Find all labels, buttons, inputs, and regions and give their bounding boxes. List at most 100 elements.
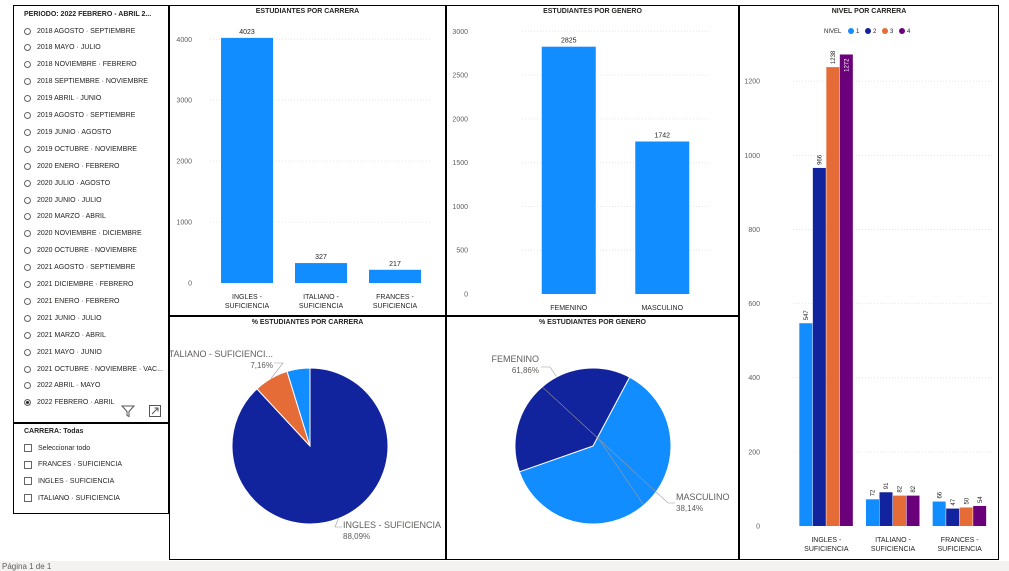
radio-button[interactable]	[24, 213, 31, 221]
radio-button[interactable]	[24, 179, 31, 187]
radio-button[interactable]	[24, 128, 31, 136]
estudiantes-carrera-panel: ESTUDIANTES POR CARRERA 0 1000 2000 3000 400…	[169, 5, 446, 316]
radio-button[interactable]	[24, 348, 31, 356]
checkbox[interactable]	[24, 444, 32, 452]
radio-button[interactable]	[24, 162, 31, 170]
focus-mode-icon[interactable]	[148, 404, 162, 418]
x-tick-label: ITALIANO -	[875, 537, 911, 544]
radio-button[interactable]	[24, 230, 31, 238]
radio-button[interactable]	[24, 95, 31, 103]
data-label: 1742	[654, 133, 670, 140]
checkbox[interactable]	[24, 494, 32, 503]
legend-marker	[882, 28, 888, 34]
periodo-option[interactable]: 2021 OCTUBRE · NOVIEMBRE · VAC...	[24, 362, 163, 376]
periodo-option-label: 2019 JUNIO · AGOSTO	[37, 128, 112, 136]
periodo-option[interactable]: 2020 NOVIEMBRE · DICIEMBRE	[24, 227, 142, 241]
radio-button[interactable]	[24, 112, 31, 119]
periodo-option[interactable]: 2018 SEPTIEMBRE · NOVIEMBRE	[24, 75, 148, 89]
nivel-carrera-chart: NIVEL 1 2 3 4 0 200 400 600 800 1000 1200 547 966 1238…	[744, 28, 993, 553]
chart-title: NIVEL POR CARRERA	[831, 8, 907, 15]
carrera-slicer: CARRERA: Todas Seleccionar todo FRANCES ·…	[13, 423, 169, 514]
periodo-option[interactable]: 2019 AGOSTO · SEPTIEMBRE	[24, 109, 135, 123]
radio-button[interactable]	[24, 44, 31, 52]
legend-marker	[865, 28, 871, 34]
periodo-option[interactable]: 2020 JULIO · AGOSTO	[24, 176, 110, 190]
slice-label: FEMENINO	[491, 354, 539, 364]
carrera-option[interactable]: ITALIANO · SUFICIENCIA	[24, 491, 120, 505]
periodo-option-label: 2021 DICIEMBRE · FEBRERO	[37, 281, 134, 288]
radio-button[interactable]	[24, 365, 31, 373]
bar	[932, 501, 946, 526]
y-tick-label: 4000	[176, 37, 192, 44]
radio-button[interactable]	[24, 247, 31, 255]
periodo-slicer: PERIODO: 2022 FEBRERO - ABRIL 2... 2018 …	[13, 5, 169, 423]
carrera-option[interactable]: FRANCES · SUFICIENCIA	[24, 458, 122, 472]
x-tick-label: FRANCES -	[941, 537, 979, 544]
radio-button[interactable]	[24, 61, 31, 69]
periodo-option[interactable]: 2022 FEBRERO · ABRIL	[24, 396, 114, 410]
carrera-option-label: FRANCES · SUFICIENCIA	[38, 461, 123, 469]
periodo-option-label: 2019 ABRIL · JUNIO	[37, 95, 102, 103]
checkbox[interactable]	[24, 460, 32, 469]
radio-button[interactable]	[24, 145, 31, 153]
radio-button[interactable]	[24, 297, 31, 305]
periodo-option[interactable]: 2020 OCTUBRE · NOVIEMBRE	[24, 244, 137, 258]
periodo-option[interactable]: 2018 NOVIEMBRE · FEBRERO	[24, 58, 137, 72]
y-tick-label: 1000	[744, 153, 760, 160]
bar	[879, 492, 893, 526]
x-tick-label: SUFICIENCIA	[225, 303, 270, 310]
pie-slice	[231, 367, 389, 525]
carrera-option[interactable]: INGLES · SUFICIENCIA	[24, 474, 114, 488]
slice-label: INGLES - SUFICIENCIA	[343, 520, 441, 530]
periodo-option[interactable]: 2020 MARZO · ABRIL	[24, 210, 106, 224]
periodo-option-label: 2022 ABRIL · MAYO	[37, 382, 101, 390]
checkbox[interactable]	[24, 477, 32, 486]
radio-button[interactable]	[24, 196, 31, 204]
slice-label: ITALIANO - SUFICIENCI...	[170, 349, 273, 359]
legend-label: 2	[873, 29, 877, 35]
x-tick-label: SUFICIENCIA	[804, 546, 849, 553]
periodo-option[interactable]: 2021 JUNIO · JULIO	[24, 311, 102, 325]
y-tick-label: 1500	[452, 160, 468, 167]
periodo-option[interactable]: 2020 JUNIO · JULIO	[24, 193, 102, 207]
y-tick-label: 500	[456, 248, 468, 255]
periodo-option[interactable]: 2021 MAYO · JUNIO	[24, 345, 102, 359]
pct-carrera-chart: INGLES - SUFICIENCIA 88,09% ITALIANO - SUF…	[170, 349, 441, 541]
chart-title: ESTUDIANTES POR CARRERA	[255, 8, 360, 15]
periodo-option[interactable]: 2018 MAYO · JULIO	[24, 41, 101, 55]
legend-label: 1	[856, 29, 860, 35]
radio-button[interactable]	[24, 382, 31, 390]
periodo-option[interactable]: 2019 JUNIO · AGOSTO	[24, 125, 111, 139]
periodo-option[interactable]: 2021 AGOSTO · SEPTIEMBRE	[24, 261, 135, 275]
bar	[541, 46, 596, 295]
periodo-option-label: 2018 NOVIEMBRE · FEBRERO	[37, 61, 137, 69]
radio-button[interactable]	[24, 399, 31, 407]
periodo-option[interactable]: 2019 OCTUBRE · NOVIEMBRE	[24, 142, 137, 156]
periodo-option-label: 2018 SEPTIEMBRE · NOVIEMBRE	[37, 78, 148, 86]
periodo-option-label: 2020 NOVIEMBRE · DICIEMBRE	[37, 230, 142, 238]
periodo-option[interactable]: 2019 ABRIL · JUNIO	[24, 92, 101, 106]
carrera-option[interactable]: Seleccionar todo	[24, 441, 90, 455]
periodo-option[interactable]: 2021 ENERO · FEBRERO	[24, 294, 119, 308]
radio-button[interactable]	[24, 331, 31, 339]
filter-icon[interactable]	[120, 404, 136, 418]
page-indicator: Página 1 de 1	[2, 562, 52, 571]
periodo-option[interactable]: 2021 DICIEMBRE · FEBRERO	[24, 278, 133, 292]
periodo-option[interactable]: 2021 MARZO · ABRIL	[24, 328, 106, 342]
periodo-option[interactable]: 2020 ENERO · FEBRERO	[24, 159, 119, 173]
periodo-option[interactable]: 2022 ABRIL · MAYO	[24, 379, 100, 393]
periodo-option-label: 2020 ENERO · FEBRERO	[37, 162, 120, 170]
data-label: 72	[871, 489, 877, 496]
data-label: 966	[818, 154, 824, 165]
periodo-option-label: 2019 AGOSTO · SEPTIEMBRE	[37, 112, 136, 119]
radio-button[interactable]	[24, 27, 31, 35]
periodo-option[interactable]: 2018 AGOSTO · SEPTIEMBRE	[24, 24, 135, 38]
radio-button[interactable]	[24, 281, 31, 288]
y-tick-label: 800	[748, 227, 760, 234]
radio-button[interactable]	[24, 78, 31, 86]
legend-title: NIVEL	[824, 29, 842, 35]
y-tick-label: 1000	[452, 204, 468, 211]
bar	[866, 499, 879, 526]
radio-button[interactable]	[24, 314, 31, 322]
radio-button[interactable]	[24, 264, 31, 272]
